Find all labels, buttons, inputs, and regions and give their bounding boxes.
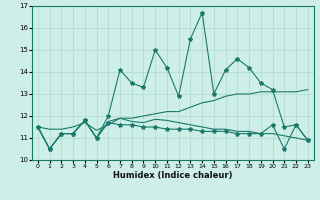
X-axis label: Humidex (Indice chaleur): Humidex (Indice chaleur)	[113, 171, 233, 180]
